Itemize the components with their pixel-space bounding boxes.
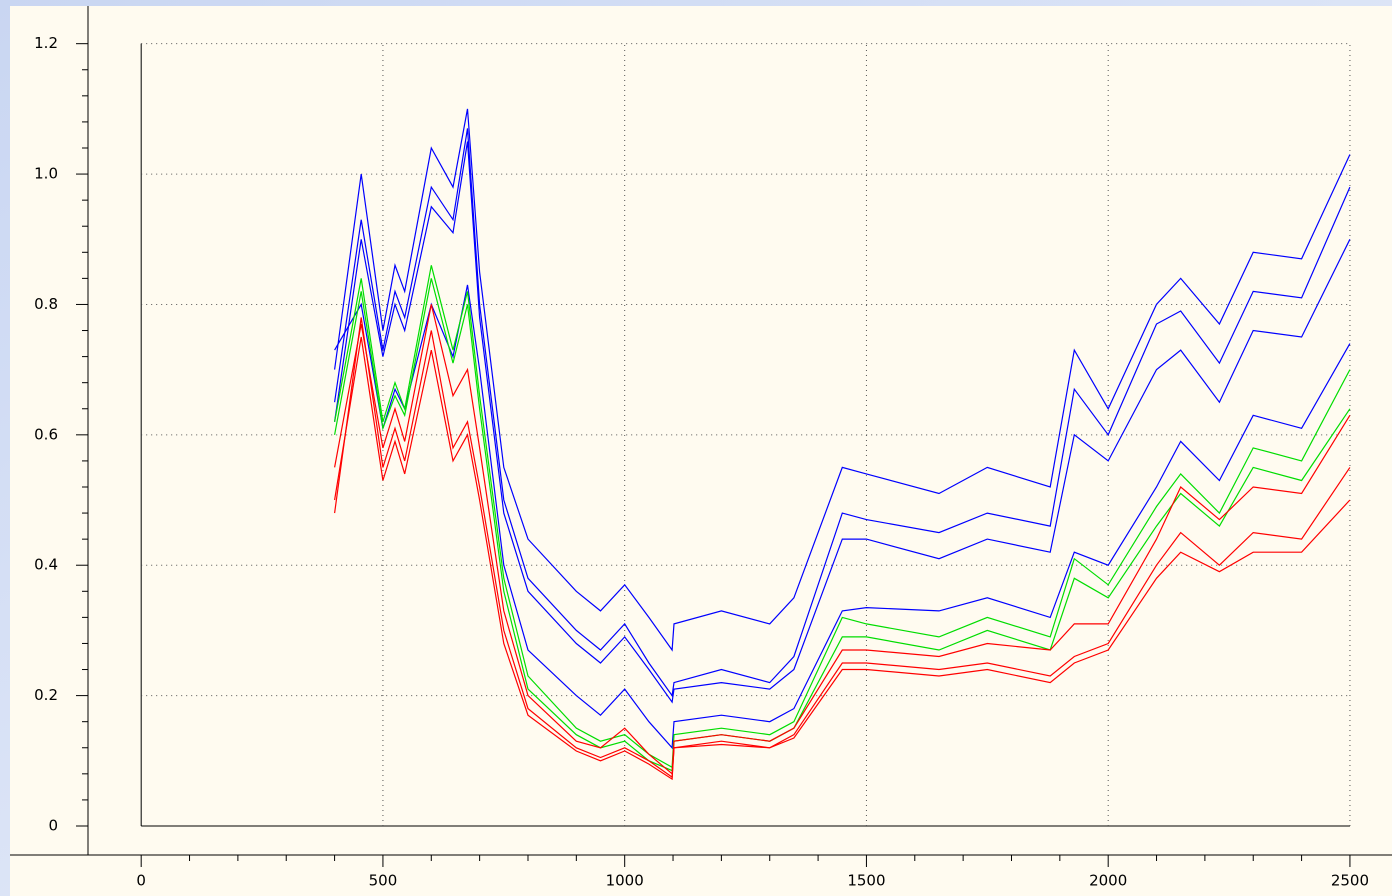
x-tick-label: 500 bbox=[369, 872, 398, 890]
y-tick-label: 1.0 bbox=[34, 165, 58, 183]
spectrum-line bbox=[334, 304, 1351, 776]
x-tick-label: 0 bbox=[136, 872, 146, 890]
y-tick-label: 0.8 bbox=[34, 295, 58, 313]
spectrum-line bbox=[334, 108, 1351, 652]
y-tick-label: 0 bbox=[48, 816, 58, 834]
plot-background bbox=[10, 6, 1392, 896]
y-tick-label: 0.2 bbox=[34, 686, 58, 704]
spectrum-line bbox=[334, 128, 1351, 698]
x-tick-label: 1000 bbox=[606, 872, 644, 890]
y-tick-label: 0.4 bbox=[34, 556, 58, 574]
spectrum-line bbox=[334, 141, 1351, 704]
x-tick-label: 1500 bbox=[847, 872, 885, 890]
y-tick-label: 0.6 bbox=[34, 425, 58, 443]
y-tick-label: 1.2 bbox=[34, 34, 58, 52]
x-tick-label: 2500 bbox=[1331, 872, 1369, 890]
spectrum-line bbox=[334, 265, 1351, 769]
x-tick-label: 2000 bbox=[1089, 872, 1127, 890]
spectrum-line bbox=[334, 284, 1351, 750]
